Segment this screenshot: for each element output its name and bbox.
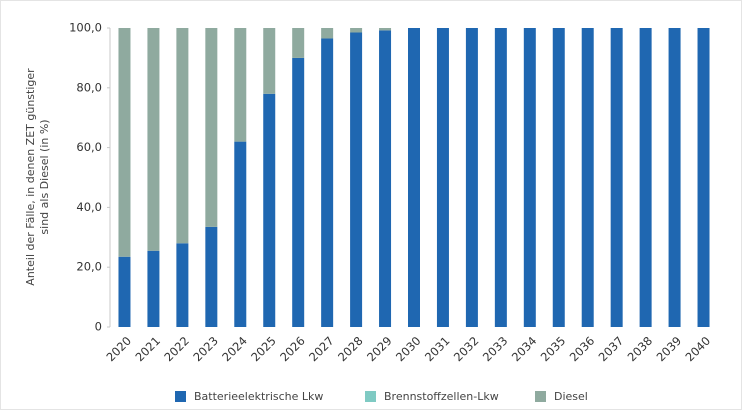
legend-swatch [535,391,546,402]
bar-segment [436,28,449,327]
bar-segment [610,28,623,327]
bar-segment [205,226,218,327]
bar-segment [118,28,131,257]
bar-segment [321,38,334,328]
y-tick-label: 40,0 [76,200,102,214]
y-axis-label: Anteil der Fälle, in denen ZET günstiger… [24,68,51,286]
bar-segment [552,28,565,327]
legend-swatch [175,391,186,402]
y-tick-label: 0 [95,320,102,334]
bar-segment [176,243,189,327]
bar-segment [523,28,536,327]
bar-segment [234,141,247,327]
bar-segment [292,28,305,58]
y-tick-label: 100,0 [69,21,102,35]
bar-segment [668,28,681,327]
bar-segment [697,28,710,327]
bar-segment [350,28,363,33]
bar-segment [205,28,218,227]
bar-segment [118,256,131,327]
bar-segment [408,28,420,327]
bar-segment [350,32,363,328]
bar-segment [263,93,276,327]
legend-label: Diesel [554,390,588,403]
bar-segment [147,250,160,327]
bar-segment [465,28,478,327]
bar-segment [639,28,652,327]
bar-segment [292,57,305,328]
y-axis-label-line: sind als Diesel (in %) [38,119,51,234]
y-tick-label: 60,0 [76,140,102,154]
bar-segment [494,28,507,327]
legend-label: Brennstoffzellen-Lkw [384,390,499,403]
bar-segment [263,28,276,94]
bar-segment [581,28,594,327]
bar-segment [379,30,392,328]
bar-segment [379,28,392,31]
legend-swatch [365,391,376,402]
y-tick-label: 20,0 [76,260,102,274]
legend-label: Batterieelektrische Lkw [194,390,323,403]
bar-segment [176,28,189,244]
bar-segment [321,28,334,39]
y-tick-label: 80,0 [76,80,102,94]
y-axis-label-line: Anteil der Fälle, in denen ZET günstiger [24,68,37,286]
bar-segment [234,28,247,142]
bar-segment [147,28,160,251]
